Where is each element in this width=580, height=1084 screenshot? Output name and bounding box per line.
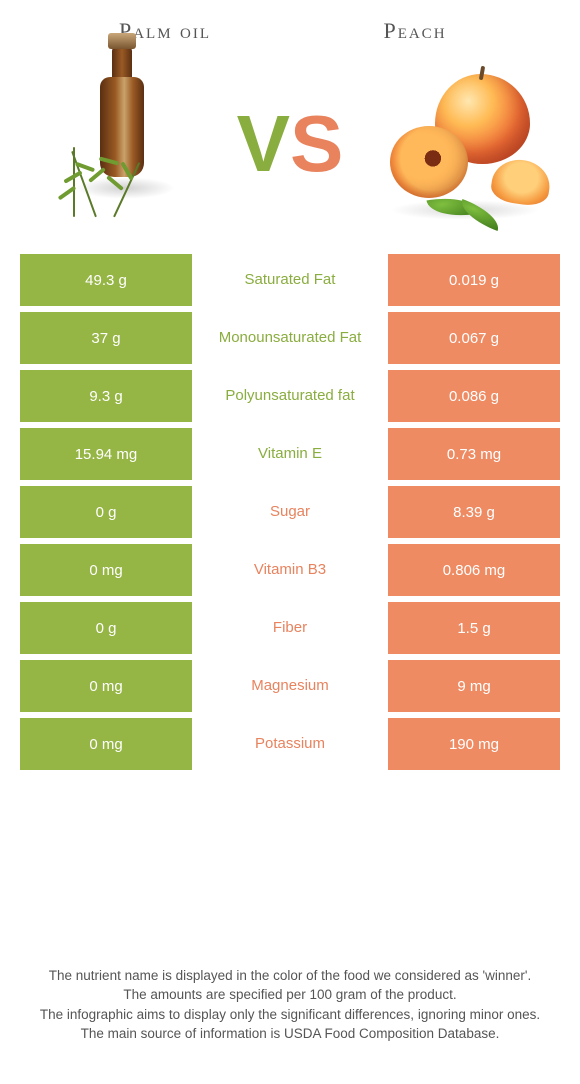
nutrient-label: Saturated Fat	[192, 254, 388, 306]
table-row: 49.3 gSaturated Fat0.019 g	[20, 254, 560, 306]
value-left: 0 mg	[20, 718, 192, 770]
value-left: 0 mg	[20, 660, 192, 712]
value-left: 0 g	[20, 602, 192, 654]
table-row: 0 mgMagnesium9 mg	[20, 660, 560, 712]
nutrient-label: Sugar	[192, 486, 388, 538]
image-row: VS	[0, 44, 580, 254]
footer-notes: The nutrient name is displayed in the co…	[0, 966, 580, 1044]
table-row: 9.3 gPolyunsaturated fat0.086 g	[20, 370, 560, 422]
table-row: 0 mgPotassium190 mg	[20, 718, 560, 770]
nutrient-label: Vitamin E	[192, 428, 388, 480]
vs-v: V	[237, 99, 290, 188]
table-row: 0 gSugar8.39 g	[20, 486, 560, 538]
value-right: 0.086 g	[388, 370, 560, 422]
value-right: 0.019 g	[388, 254, 560, 306]
value-right: 8.39 g	[388, 486, 560, 538]
value-left: 0 g	[20, 486, 192, 538]
value-left: 15.94 mg	[20, 428, 192, 480]
nutrient-table: 49.3 gSaturated Fat0.019 g 37 gMonounsatu…	[0, 254, 580, 770]
footer-line: The main source of information is USDA F…	[24, 1024, 556, 1044]
nutrient-label: Vitamin B3	[192, 544, 388, 596]
vs-s: S	[290, 99, 343, 188]
table-row: 15.94 mgVitamin E0.73 mg	[20, 428, 560, 480]
nutrient-label: Magnesium	[192, 660, 388, 712]
value-right: 0.73 mg	[388, 428, 560, 480]
value-right: 0.067 g	[388, 312, 560, 364]
value-right: 0.806 mg	[388, 544, 560, 596]
footer-line: The infographic aims to display only the…	[24, 1005, 556, 1025]
table-row: 0 mgVitamin B30.806 mg	[20, 544, 560, 596]
vs-label: VS	[237, 104, 344, 184]
nutrient-label: Monounsaturated Fat	[192, 312, 388, 364]
peach-illustration	[380, 59, 550, 229]
value-right: 1.5 g	[388, 602, 560, 654]
title-left: Palm oil	[40, 18, 290, 44]
title-right: Peach	[290, 18, 540, 44]
value-left: 9.3 g	[20, 370, 192, 422]
header: Palm oil Peach	[0, 0, 580, 44]
table-row: 0 gFiber1.5 g	[20, 602, 560, 654]
value-left: 0 mg	[20, 544, 192, 596]
table-row: 37 gMonounsaturated Fat0.067 g	[20, 312, 560, 364]
value-left: 49.3 g	[20, 254, 192, 306]
footer-line: The amounts are specified per 100 gram o…	[24, 985, 556, 1005]
value-right: 9 mg	[388, 660, 560, 712]
footer-line: The nutrient name is displayed in the co…	[24, 966, 556, 986]
nutrient-label: Fiber	[192, 602, 388, 654]
nutrient-label: Potassium	[192, 718, 388, 770]
palm-oil-illustration	[30, 59, 200, 229]
value-left: 37 g	[20, 312, 192, 364]
value-right: 190 mg	[388, 718, 560, 770]
nutrient-label: Polyunsaturated fat	[192, 370, 388, 422]
